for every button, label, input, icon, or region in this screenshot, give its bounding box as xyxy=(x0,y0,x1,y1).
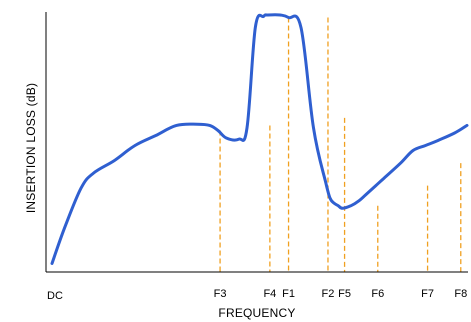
frequency-markers xyxy=(219,17,462,272)
tick-label-f2: F2 xyxy=(322,288,335,300)
series-layer xyxy=(50,13,469,265)
x-axis-title: FREQUENCY xyxy=(218,306,295,320)
tick-label-f7: F7 xyxy=(421,288,434,300)
tick-label-f1: F1 xyxy=(282,288,295,300)
y-axis-title: INSERTION LOSS (dB) xyxy=(24,83,38,213)
tick-label-f8: F8 xyxy=(454,288,467,300)
tick-label-f5: F5 xyxy=(338,288,351,300)
tick-label-dc: DC xyxy=(47,290,63,302)
tick-label-f4: F4 xyxy=(263,288,276,300)
tick-label-f3: F3 xyxy=(214,288,227,300)
tick-labels: DC F3 F4 F1 F2 F5 F6 F7 F8 xyxy=(47,288,467,302)
tick-label-f6: F6 xyxy=(371,288,384,300)
insertion-loss-curve xyxy=(50,13,469,265)
